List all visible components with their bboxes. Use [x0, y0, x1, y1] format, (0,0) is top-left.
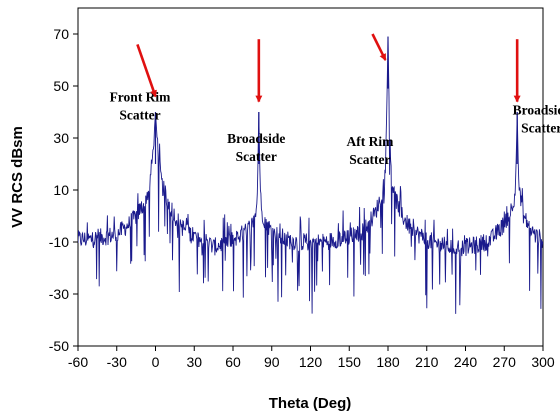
y-tick-label: 50: [53, 78, 69, 94]
peak-annotation: Front Rim Scatter: [110, 43, 172, 123]
y-tick-label: 30: [53, 130, 69, 146]
x-tick-label: 270: [493, 354, 517, 370]
x-axis-title: Theta (Deg): [269, 395, 352, 412]
y-tick-label: -30: [49, 286, 69, 302]
x-tick-label: 210: [415, 354, 439, 370]
trace-layer: [78, 36, 543, 314]
y-tick-label: -10: [49, 234, 69, 250]
annotation-arrow: [371, 33, 387, 61]
x-tick-label: 300: [531, 354, 555, 370]
x-tick-label: 30: [186, 354, 202, 370]
y-tick-label: 70: [53, 26, 69, 42]
annotation-label: Aft Rim Scatter: [346, 134, 394, 167]
rcs-trace-line: [78, 36, 543, 314]
plot-area: [77, 7, 544, 347]
x-axis: -60 -30 0 30 60 90 120 150 180 210 240 270 300: [68, 346, 555, 370]
x-tick-label: 120: [299, 354, 323, 370]
peak-annotation: Aft Rim Scatter: [346, 33, 394, 167]
x-tick-label: 0: [152, 354, 160, 370]
y-tick-label: 10: [53, 182, 69, 198]
y-axis-title: VV RCS dBsm: [9, 126, 26, 228]
x-tick-label: -60: [68, 354, 88, 370]
y-tick-label: -50: [49, 338, 69, 354]
x-tick-label: 60: [225, 354, 241, 370]
annotation-arrow: [136, 43, 157, 98]
x-tick-label: 90: [264, 354, 280, 370]
annotations: Front Rim Scatter Broadside Scatter Aft Rim S…: [110, 33, 560, 167]
x-tick-label: 240: [454, 354, 478, 370]
plot-frame: [77, 7, 544, 347]
x-tick-label: 150: [338, 354, 362, 370]
x-tick-label: 180: [376, 354, 400, 370]
y-axis: -50 -30 -10 10 30 50 70: [49, 26, 78, 354]
x-tick-label: -30: [107, 354, 127, 370]
annotation-label: Front Rim Scatter: [110, 90, 172, 123]
